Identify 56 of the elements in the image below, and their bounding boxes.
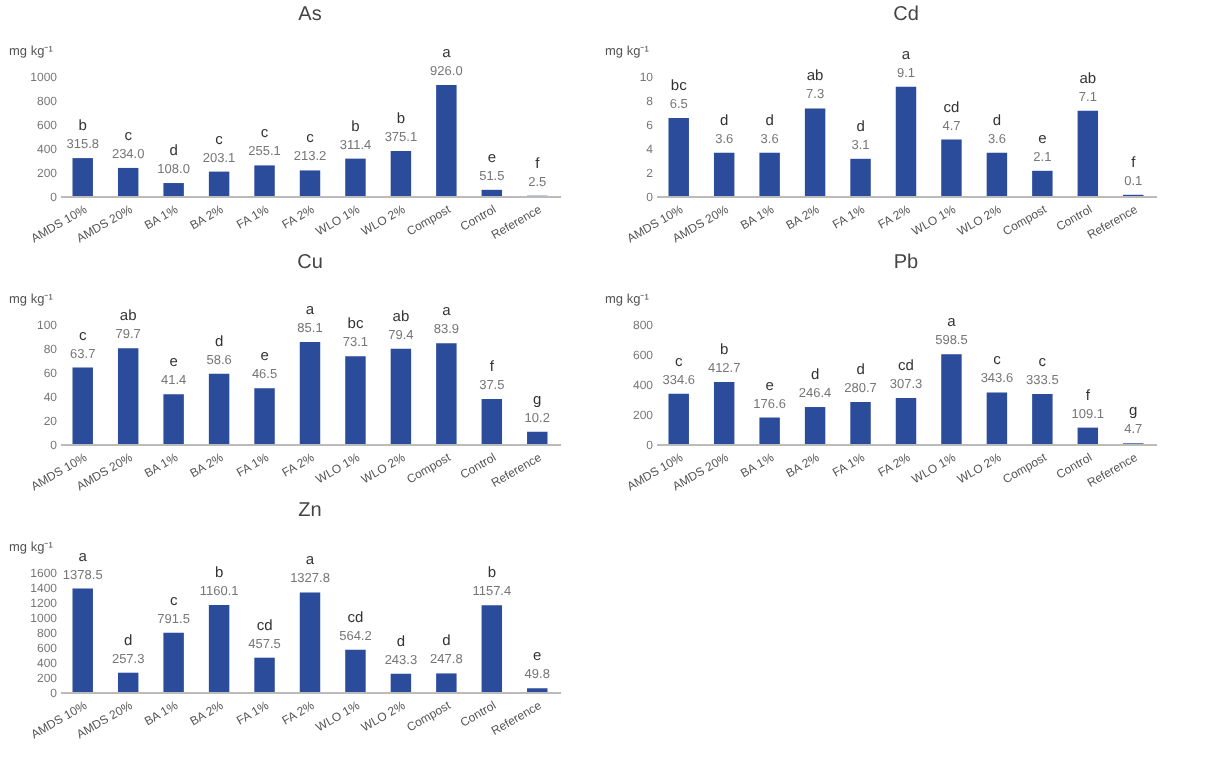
- bar: [481, 399, 503, 444]
- bar: [986, 392, 1008, 444]
- bar: [390, 348, 412, 444]
- bar: [850, 158, 871, 196]
- bar: [668, 118, 689, 196]
- bar: [895, 86, 917, 196]
- bar: [390, 150, 412, 196]
- bar: [72, 158, 93, 196]
- bar: [804, 108, 826, 196]
- bar: [163, 183, 184, 196]
- bar: [117, 672, 139, 692]
- bar: [163, 632, 184, 692]
- bar: [390, 673, 412, 692]
- bar: [345, 649, 366, 692]
- bar: [345, 158, 366, 196]
- bar: [72, 367, 93, 444]
- bar: [436, 343, 457, 444]
- bar: [163, 394, 184, 444]
- bar: [895, 397, 917, 444]
- chart-title: Zn: [298, 500, 322, 522]
- bar: [527, 431, 548, 444]
- bar: [1077, 110, 1099, 196]
- bar: [299, 592, 321, 692]
- bar: [208, 171, 230, 196]
- bar: [941, 139, 962, 196]
- bar: [481, 189, 503, 196]
- bar: [117, 167, 139, 196]
- bar: [299, 341, 321, 444]
- bar: [345, 356, 366, 444]
- bar: [759, 417, 780, 444]
- bar: [254, 657, 275, 692]
- bar: [713, 382, 735, 444]
- chart-title: Cd: [893, 4, 919, 26]
- bar: [941, 354, 962, 444]
- bar: [299, 170, 321, 196]
- bar: [1032, 393, 1053, 444]
- bar: [1077, 427, 1099, 444]
- bar: [713, 152, 735, 196]
- chart-title: Pb: [893, 252, 920, 274]
- bar: [668, 393, 689, 444]
- bar: [850, 401, 871, 444]
- bar: [986, 152, 1008, 196]
- bar: [1032, 170, 1053, 196]
- bar: [254, 165, 275, 196]
- bar: [436, 84, 457, 196]
- bar: [481, 605, 503, 692]
- bar: [759, 152, 780, 196]
- bar: [254, 388, 275, 444]
- chart-title: As: [298, 4, 322, 26]
- bar: [208, 373, 230, 444]
- bar: [208, 604, 230, 692]
- bar: [436, 673, 457, 692]
- bar: [72, 588, 93, 692]
- chart-title: Cu: [297, 252, 323, 274]
- bar: [804, 407, 826, 444]
- bar: [117, 348, 139, 444]
